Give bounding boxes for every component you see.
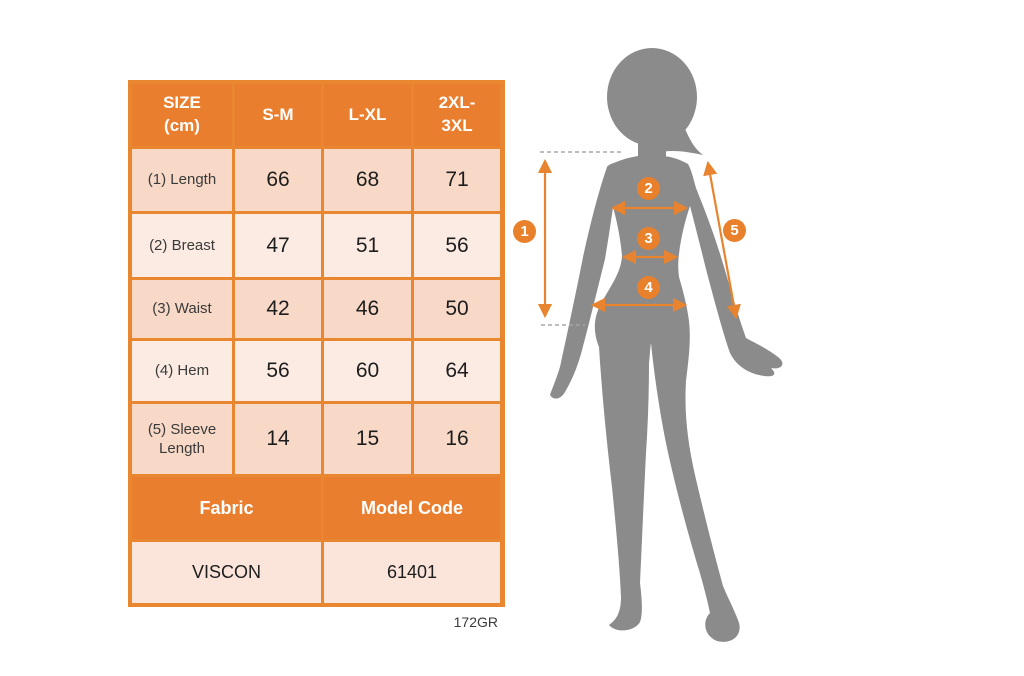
- value-breast-lxl: 51: [324, 214, 411, 277]
- value-hem-sm: 56: [235, 341, 321, 401]
- row-label-hem: (4) Hem: [132, 341, 232, 401]
- value-hem-lxl: 60: [324, 341, 411, 401]
- value-length-2xl3xl: 71: [414, 149, 500, 211]
- size-table: SIZE (cm) S-M L-XL 2XL- 3XL (1) Length 6…: [128, 80, 505, 607]
- silhouette-hair-flip: [654, 115, 703, 155]
- row-label-sleeve-length: (5) Sleeve Length: [132, 404, 232, 474]
- value-sleeve-sm: 14: [235, 404, 321, 474]
- value-waist-lxl: 46: [324, 280, 411, 338]
- value-sleeve-lxl: 15: [324, 404, 411, 474]
- header-col-sm: S-M: [235, 84, 321, 146]
- header-col-2xl3xl: 2XL- 3XL: [414, 84, 500, 146]
- marker-3-waist: 3: [637, 227, 660, 250]
- value-waist-2xl3xl: 50: [414, 280, 500, 338]
- value-length-lxl: 68: [324, 149, 411, 211]
- marker-5-sleeve: 5: [723, 219, 746, 242]
- fabric-header: Fabric: [132, 477, 321, 539]
- value-breast-sm: 47: [235, 214, 321, 277]
- value-waist-sm: 42: [235, 280, 321, 338]
- row-label-breast: (2) Breast: [132, 214, 232, 277]
- sleeve-arrow: [703, 160, 741, 320]
- marker-2-breast: 2: [637, 177, 660, 200]
- header-size-cm: SIZE (cm): [132, 84, 232, 146]
- fabric-value: VISCON: [132, 542, 321, 603]
- value-length-sm: 66: [235, 149, 321, 211]
- footnote: 172GR: [453, 614, 498, 630]
- female-silhouette: [550, 48, 783, 642]
- value-breast-2xl3xl: 56: [414, 214, 500, 277]
- value-hem-2xl3xl: 64: [414, 341, 500, 401]
- marker-4-hem: 4: [637, 276, 660, 299]
- measurement-figure: 1 2 3 4 5: [505, 25, 810, 665]
- value-sleeve-2xl3xl: 16: [414, 404, 500, 474]
- silhouette-body: [550, 155, 783, 642]
- model-code-value: 61401: [324, 542, 500, 603]
- row-label-length: (1) Length: [132, 149, 232, 211]
- female-silhouette-svg: [537, 48, 783, 642]
- header-col-lxl: L-XL: [324, 84, 411, 146]
- row-label-waist: (3) Waist: [132, 280, 232, 338]
- marker-1-length: 1: [513, 220, 536, 243]
- model-code-header: Model Code: [324, 477, 500, 539]
